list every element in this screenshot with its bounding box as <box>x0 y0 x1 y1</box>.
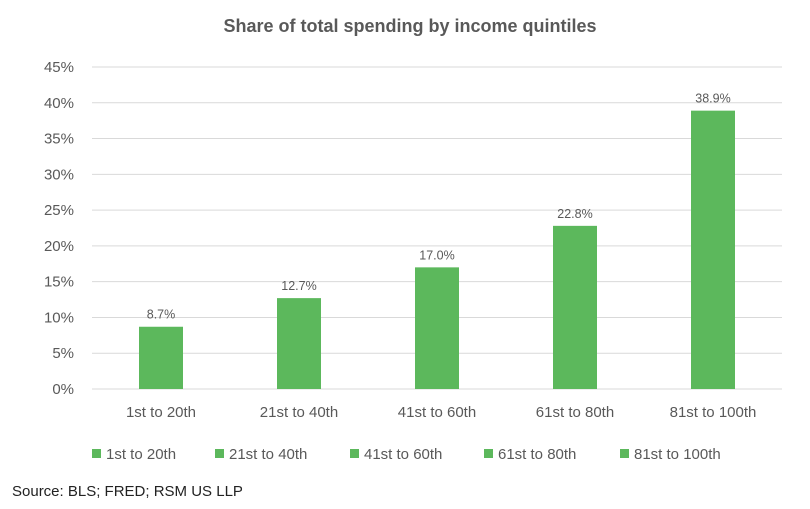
bars <box>139 110 735 389</box>
legend-entry: 41st to 60th <box>364 446 442 463</box>
legend-entry: 81st to 100th <box>634 446 721 463</box>
y-tick-label: 5% <box>52 345 74 362</box>
y-tick-label: 25% <box>44 202 74 219</box>
data-labels: 8.7% 12.7% 17.0% 22.8% 38.9% <box>147 92 731 322</box>
source-note: Source: BLS; FRED; RSM US LLP <box>12 483 243 500</box>
y-tick-label: 20% <box>44 238 74 255</box>
legend-swatch <box>350 449 359 458</box>
legend-entry: 1st to 20th <box>106 446 176 463</box>
x-tick-label: 41st to 60th <box>398 404 476 421</box>
data-label: 38.9% <box>695 92 730 106</box>
bar-3 <box>415 267 459 389</box>
bar-5 <box>691 110 735 389</box>
data-label: 17.0% <box>419 248 454 262</box>
bar-4 <box>553 225 597 389</box>
gridlines <box>92 66 782 390</box>
chart-title: Share of total spending by income quinti… <box>223 16 596 36</box>
legend-swatch <box>215 449 224 458</box>
y-tick-label: 45% <box>44 59 74 76</box>
legend: 1st to 20th 21st to 40th 41st to 60th 61st … <box>92 446 721 463</box>
x-tick-label: 21st to 40th <box>260 404 338 421</box>
legend-entry: 61st to 80th <box>498 446 576 463</box>
y-tick-label: 10% <box>44 309 74 326</box>
y-tick-label: 30% <box>44 166 74 183</box>
x-tick-label: 1st to 20th <box>126 404 196 421</box>
data-label: 12.7% <box>281 279 316 293</box>
bar-1 <box>139 326 183 389</box>
y-tick-label: 35% <box>44 131 74 148</box>
legend-entry: 21st to 40th <box>229 446 307 463</box>
legend-swatch <box>92 449 101 458</box>
legend-swatch <box>484 449 493 458</box>
x-tick-label: 61st to 80th <box>536 404 614 421</box>
y-tick-label: 15% <box>44 274 74 291</box>
y-tick-label: 40% <box>44 95 74 112</box>
data-label: 22.8% <box>557 207 592 221</box>
x-tick-label: 81st to 100th <box>670 404 757 421</box>
x-axis-ticks: 1st to 20th 21st to 40th 41st to 60th 61st … <box>126 404 756 421</box>
data-label: 8.7% <box>147 308 176 322</box>
bar-2 <box>277 298 321 389</box>
legend-swatch <box>620 449 629 458</box>
y-axis-ticks: 0% 5% 10% 15% 20% 25% 30% 35% 40% 45% <box>44 59 74 398</box>
y-tick-label: 0% <box>52 381 74 398</box>
